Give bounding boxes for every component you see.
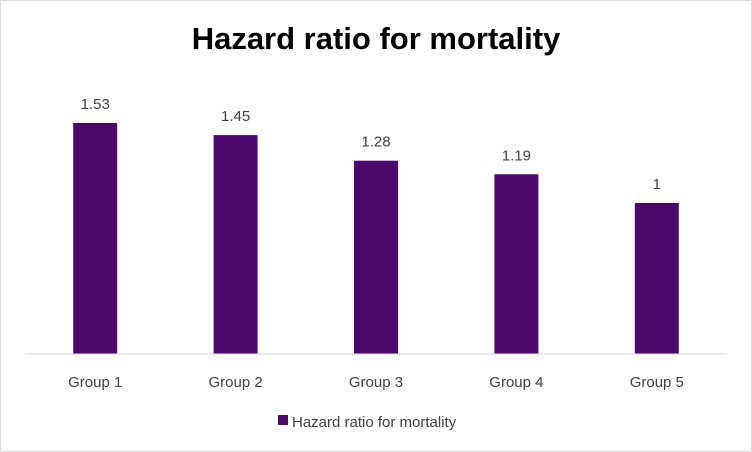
x-tick-label-4: Group 4 — [489, 374, 543, 391]
legend-swatch — [278, 415, 288, 425]
data-label-3: 1.28 — [361, 134, 390, 151]
data-label-1: 1.53 — [81, 96, 110, 113]
bar-2 — [213, 135, 258, 354]
bar-4 — [494, 174, 539, 354]
data-labels-group: 1.53 1.45 1.28 1.19 1 — [81, 96, 661, 193]
chart-title: Hazard ratio for mortality — [192, 21, 561, 56]
x-tick-label-3: Group 3 — [349, 374, 403, 391]
bar-3 — [354, 160, 398, 354]
x-tick-label-1: Group 1 — [68, 374, 122, 391]
data-label-4: 1.19 — [502, 147, 531, 164]
data-label-5: 1 — [653, 176, 661, 193]
legend: Hazard ratio for mortality — [278, 414, 457, 431]
bar-1 — [73, 123, 118, 354]
x-tick-label-5: Group 5 — [630, 374, 684, 391]
bars-group — [73, 123, 679, 354]
x-axis-ticks-group: Group 1 Group 2 Group 3 Group 4 Group 5 — [68, 374, 684, 391]
data-label-2: 1.45 — [221, 108, 250, 125]
legend-label: Hazard ratio for mortality — [292, 414, 457, 431]
bar-5 — [634, 203, 679, 354]
x-tick-label-2: Group 2 — [208, 374, 262, 391]
